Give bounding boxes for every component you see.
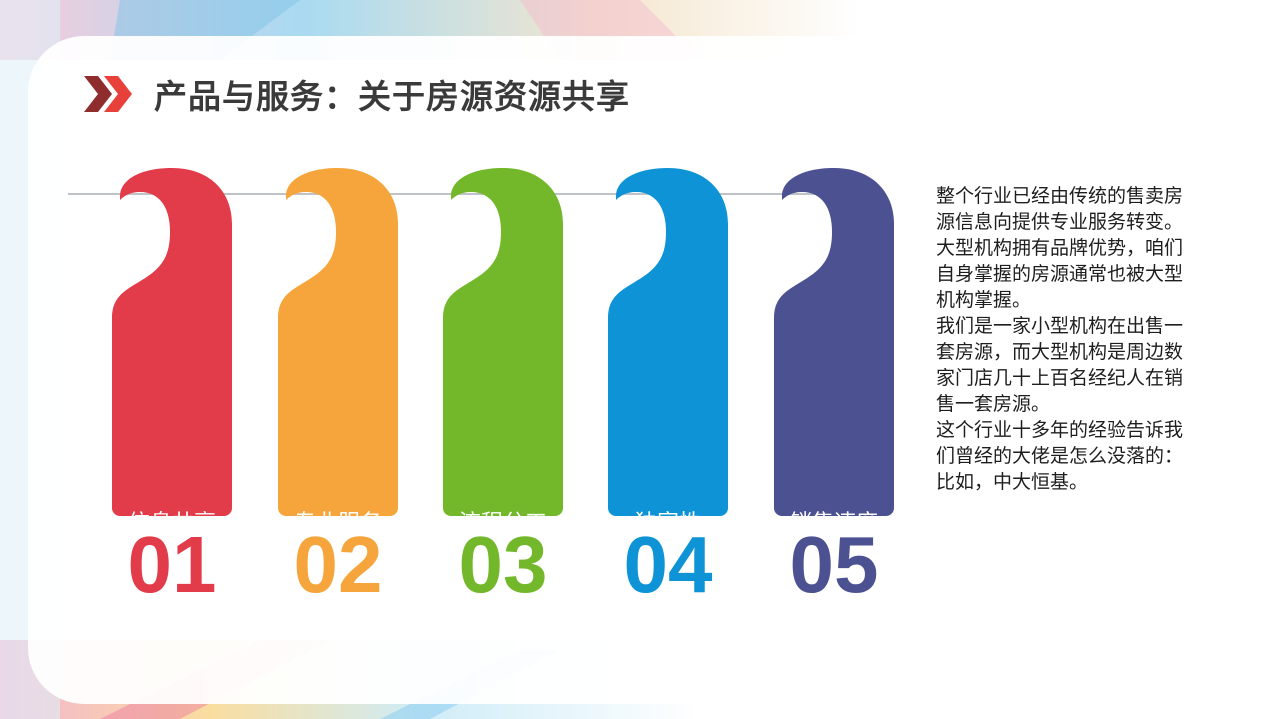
tag-label-line: 是	[326, 546, 349, 571]
title-row: 产品与服务：关于房源资源共享	[82, 70, 630, 118]
tag-label: 专业服务 是 基本要求	[278, 506, 398, 611]
page-title: 产品与服务：关于房源资源共享	[154, 77, 630, 116]
tag-label-line: 没有优势	[789, 581, 878, 606]
description-line: 大型机构拥有品牌优势，咱们	[936, 237, 1184, 259]
door-hanger-tag-01: 信息共享 是趋势	[112, 168, 232, 571]
step-number-02: 02	[293, 520, 383, 609]
tag-label-line: 基本要求	[293, 581, 382, 606]
hanger-rail-line	[68, 193, 868, 195]
tag-label-line: 我们	[645, 546, 690, 571]
description-line: 套房源，而大型机构是周边数	[936, 341, 1184, 363]
door-hanger-shape	[278, 168, 398, 516]
step-number-05: 05	[789, 520, 879, 609]
tag-label-line: 没有优势	[623, 581, 712, 606]
door-hanger-tag-03: 流程分工 是 必然要求	[443, 168, 563, 606]
tag-label-line: 必然要求	[458, 581, 547, 606]
tag-label: 独家性 我们 没有优势	[608, 506, 728, 611]
description-line: 自身掌握的房源通常也被大型	[936, 263, 1184, 285]
tag-label-line: 是	[491, 546, 514, 571]
tag-label-line: 信息共享	[127, 511, 216, 536]
description-line: 比如，中大恒基。	[936, 471, 1089, 493]
description-line: 源信息向提供专业服务转变。	[936, 211, 1184, 233]
door-hanger-shape	[112, 168, 232, 516]
step-number-01: 01	[127, 520, 217, 609]
tag-label-line: 销售速度	[789, 511, 878, 536]
description-line: 机构掌握。	[936, 289, 1032, 311]
double-chevron-right-icon	[84, 76, 132, 112]
description-line: 们曾经的大佬是怎么没落的：	[936, 445, 1184, 467]
door-hanger-shape	[774, 168, 894, 516]
description-text: 整个行业已经由传统的售卖房 源信息向提供专业服务转变。 大型机构拥有品牌优势，咱…	[936, 183, 1222, 495]
door-hanger-shape	[608, 168, 728, 516]
tag-label: 信息共享 是趋势	[112, 506, 232, 576]
tag-label-line: 我们	[811, 546, 856, 571]
tag-label: 销售速度 我们 没有优势	[774, 506, 894, 611]
description-line: 整个行业已经由传统的售卖房	[936, 185, 1184, 207]
door-hanger-shape	[443, 168, 563, 516]
tag-label-line: 是趋势	[138, 546, 205, 571]
description-line: 我们是一家小型机构在出售一	[936, 315, 1184, 337]
tag-label-line: 专业服务	[293, 511, 382, 536]
door-hanger-tag-05: 销售速度 我们 没有优势	[774, 168, 894, 606]
tag-label-line: 独家性	[634, 511, 701, 536]
door-hanger-tag-02: 专业服务 是 基本要求	[278, 168, 398, 606]
description-line: 家门店几十上百名经纪人在销	[936, 367, 1184, 389]
description-line: 这个行业十多年的经验告诉我	[936, 419, 1184, 441]
tag-label: 流程分工 是 必然要求	[443, 506, 563, 611]
step-number-04: 04	[623, 520, 713, 609]
step-number-03: 03	[458, 520, 548, 609]
door-hanger-tag-04: 独家性 我们 没有优势	[608, 168, 728, 606]
tag-label-line: 流程分工	[458, 511, 547, 536]
description-line: 售一套房源。	[936, 393, 1051, 415]
